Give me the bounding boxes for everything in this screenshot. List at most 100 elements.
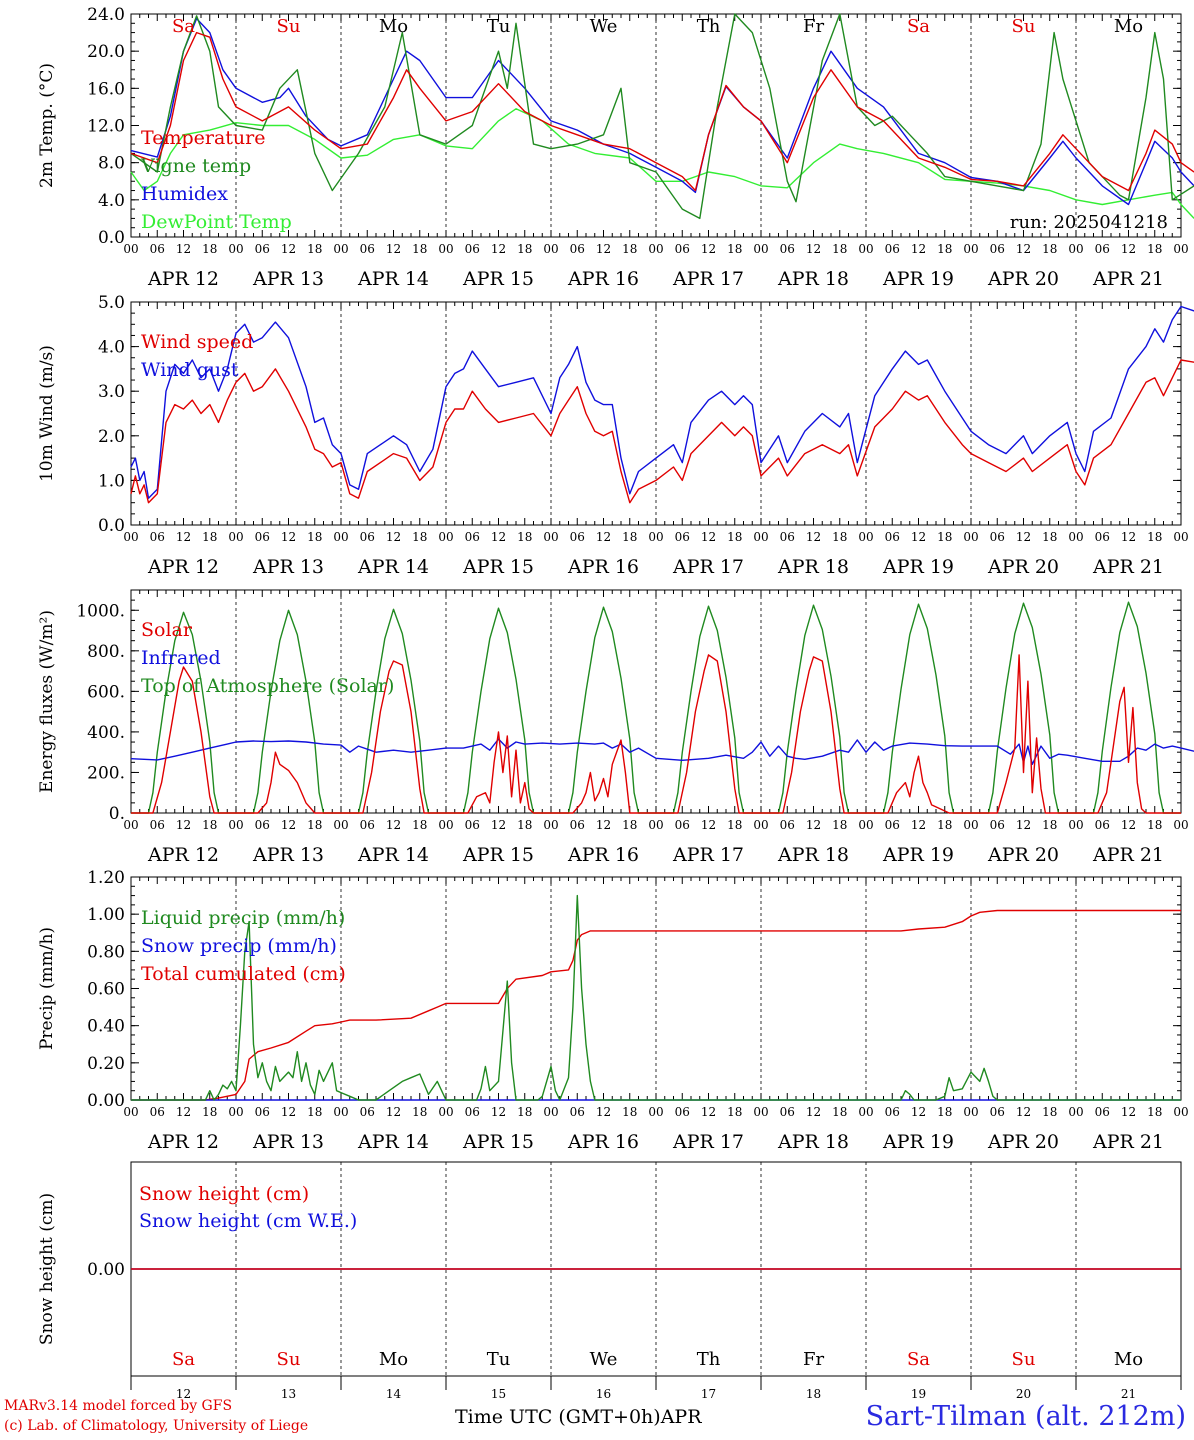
y-tick-label: 20.0 (87, 42, 125, 62)
hour-tick-label: 18 (307, 530, 322, 544)
hour-tick-label: 12 (491, 1105, 506, 1119)
hour-tick-label: 06 (150, 242, 165, 256)
hour-tick-label: 00 (648, 530, 663, 544)
hour-tick-label: 18 (307, 242, 322, 256)
hour-tick-label: 12 (806, 818, 821, 832)
hour-tick-label: 00 (438, 1105, 453, 1119)
date-tick-label: APR 21 (1092, 556, 1164, 578)
hour-tick-label: 06 (465, 1105, 480, 1119)
hour-tick-label: 18 (832, 530, 847, 544)
series-line (130, 17, 1194, 206)
hour-tick-label: 18 (727, 530, 742, 544)
y-tick-label: 24.0 (87, 5, 125, 25)
hour-tick-label: 00 (123, 242, 138, 256)
weekday-label: Mo (379, 1349, 408, 1370)
hour-tick-label: 00 (753, 242, 768, 256)
hour-tick-label: 18 (412, 242, 427, 256)
hour-tick-label: 12 (176, 242, 191, 256)
y-tick-label: 0.80 (87, 942, 125, 962)
hour-tick-label: 00 (858, 242, 873, 256)
hour-tick-label: 06 (990, 818, 1005, 832)
date-tick-label: APR 16 (567, 844, 639, 866)
hour-tick-label: 00 (858, 1105, 873, 1119)
day-number-label: 15 (491, 1387, 506, 1401)
hour-tick-label: 18 (202, 818, 217, 832)
time-axis-title-month: APR (660, 1406, 702, 1428)
hour-tick-label: 00 (228, 818, 243, 832)
hour-tick-label: 00 (543, 242, 558, 256)
y-axis-label: 2m Temp. (°C) (37, 63, 57, 188)
y-tick-label: 0.60 (87, 980, 125, 1000)
day-number-label: 14 (386, 1387, 402, 1401)
weekday-label: Fr (803, 16, 824, 37)
hour-tick-label: 12 (806, 242, 821, 256)
y-tick-label: 4.0 (98, 191, 125, 211)
hour-tick-label: 18 (1147, 530, 1162, 544)
hour-tick-label: 18 (622, 818, 637, 832)
hour-tick-label: 18 (412, 818, 427, 832)
hour-tick-label: 12 (911, 242, 926, 256)
hour-tick-label: 18 (832, 1105, 847, 1119)
date-tick-label: APR 14 (357, 556, 429, 578)
hour-tick-label: 12 (386, 530, 401, 544)
day-number-label: 12 (176, 1387, 191, 1401)
hour-tick-label: 12 (281, 818, 296, 832)
series-line (130, 738, 1194, 765)
hour-tick-label: 06 (1095, 1105, 1110, 1119)
weekday-label: Sa (907, 16, 930, 37)
weekday-label: Mo (1114, 1349, 1143, 1370)
hour-tick-label: 00 (543, 530, 558, 544)
hour-tick-label: 18 (1042, 242, 1057, 256)
y-tick-label: 1.0 (98, 471, 125, 491)
legend-entry: Total cumulated (cm) (141, 963, 346, 985)
legend-entry: DewPoint Temp (141, 211, 292, 233)
weekday-label: Su (1012, 1349, 1036, 1370)
legend-entry: Solar (141, 619, 193, 641)
weekday-label: Su (277, 1349, 301, 1370)
day-number-label: 19 (911, 1387, 926, 1401)
date-tick-label: APR 12 (147, 268, 219, 290)
plot-frame (130, 301, 1182, 526)
hour-tick-label: 18 (412, 1105, 427, 1119)
hour-tick-label: 00 (963, 1105, 978, 1119)
hour-tick-label: 06 (885, 1105, 900, 1119)
hour-tick-label: 00 (963, 242, 978, 256)
legend-entry: Top of Atmosphere (Solar) (141, 675, 394, 697)
hour-tick-label: 12 (911, 1105, 926, 1119)
copyright-text: (c) Lab. of Climatology, University of L… (4, 1418, 309, 1434)
hour-tick-label: 06 (675, 818, 690, 832)
hour-tick-label: 12 (386, 242, 401, 256)
hour-tick-label: 00 (333, 818, 348, 832)
day-number-label: 20 (1016, 1387, 1031, 1401)
hour-tick-label: 12 (701, 818, 716, 832)
legend-entry: Vigne temp (140, 155, 251, 177)
hour-tick-label: 06 (780, 1105, 795, 1119)
hour-tick-label: 06 (1095, 242, 1110, 256)
date-tick-label: APR 16 (567, 556, 639, 578)
hour-tick-label: 18 (727, 818, 742, 832)
weekday-label: Th (697, 16, 721, 37)
y-tick-label: 1.20 (87, 868, 125, 888)
hour-tick-label: 00 (1173, 1105, 1188, 1119)
hour-tick-label: 00 (543, 1105, 558, 1119)
hour-tick-label: 00 (123, 530, 138, 544)
hour-tick-label: 06 (675, 530, 690, 544)
date-tick-label: APR 13 (252, 556, 324, 578)
hour-tick-label: 00 (753, 1105, 768, 1119)
hour-tick-label: 18 (517, 242, 532, 256)
hour-tick-label: 18 (202, 242, 217, 256)
hour-tick-label: 06 (990, 530, 1005, 544)
hour-tick-label: 18 (622, 1105, 637, 1119)
date-tick-label: APR 15 (462, 844, 534, 866)
series-line (130, 359, 1194, 504)
y-tick-label: 0. (109, 804, 125, 824)
date-tick-label: APR 12 (147, 1131, 219, 1153)
hour-tick-label: 12 (596, 818, 611, 832)
hour-tick-label: 06 (255, 530, 270, 544)
day-number-label: 18 (806, 1387, 821, 1401)
legend-entry: Wind gust (141, 359, 239, 381)
hour-tick-label: 18 (1147, 242, 1162, 256)
weekday-label: Th (697, 1349, 721, 1370)
weekday-label: Sa (907, 1349, 930, 1370)
date-tick-label: APR 20 (987, 556, 1059, 578)
